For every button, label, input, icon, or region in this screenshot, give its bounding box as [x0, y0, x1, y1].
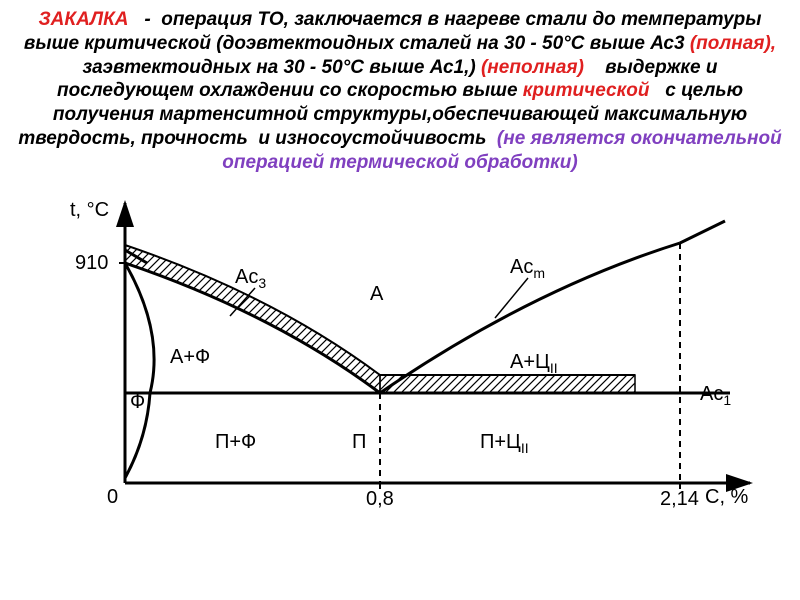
- svg-text:Ac1: Ac1: [700, 383, 731, 408]
- text-segment: - операция ТО, заключается в нагреве ста…: [24, 9, 767, 54]
- svg-text:П+ЦII: П+ЦII: [480, 431, 529, 456]
- svg-text:A: A: [370, 283, 384, 305]
- svg-text:Ф: Ф: [130, 391, 145, 413]
- svg-text:0: 0: [107, 486, 118, 508]
- svg-text:А+Ф: А+Ф: [170, 346, 210, 368]
- svg-text:А+ЦII: А+ЦII: [510, 351, 558, 376]
- svg-text:Acm: Acm: [510, 256, 545, 281]
- svg-text:C, %: C, %: [705, 486, 749, 508]
- phase-diagram: 910 t, °C 0 C, % 0,8 2,14 Ac3 A Acm А+Ф А+ЦII Ф Ac1 П…: [40, 178, 760, 508]
- svg-text:П: П: [352, 431, 366, 453]
- svg-text:2,14: 2,14: [660, 488, 699, 508]
- text-segment: (полная),: [690, 33, 776, 54]
- svg-text:П+Ф: П+Ф: [215, 431, 256, 453]
- svg-text:910: 910: [75, 252, 108, 274]
- phase-diagram-container: 910 t, °C 0 C, % 0,8 2,14 Ac3 A Acm А+Ф А+ЦII Ф Ac1 П…: [12, 178, 788, 508]
- text-segment: критической: [523, 80, 650, 101]
- text-segment: (неполная): [481, 57, 584, 78]
- svg-text:t, °C: t, °C: [70, 199, 109, 221]
- text-segment: ЗАКАЛКА: [38, 9, 128, 30]
- svg-text:0,8: 0,8: [366, 488, 394, 508]
- definition-text: ЗАКАЛКА - операция ТО, заключается в наг…: [12, 8, 788, 174]
- svg-text:Ac3: Ac3: [235, 266, 266, 291]
